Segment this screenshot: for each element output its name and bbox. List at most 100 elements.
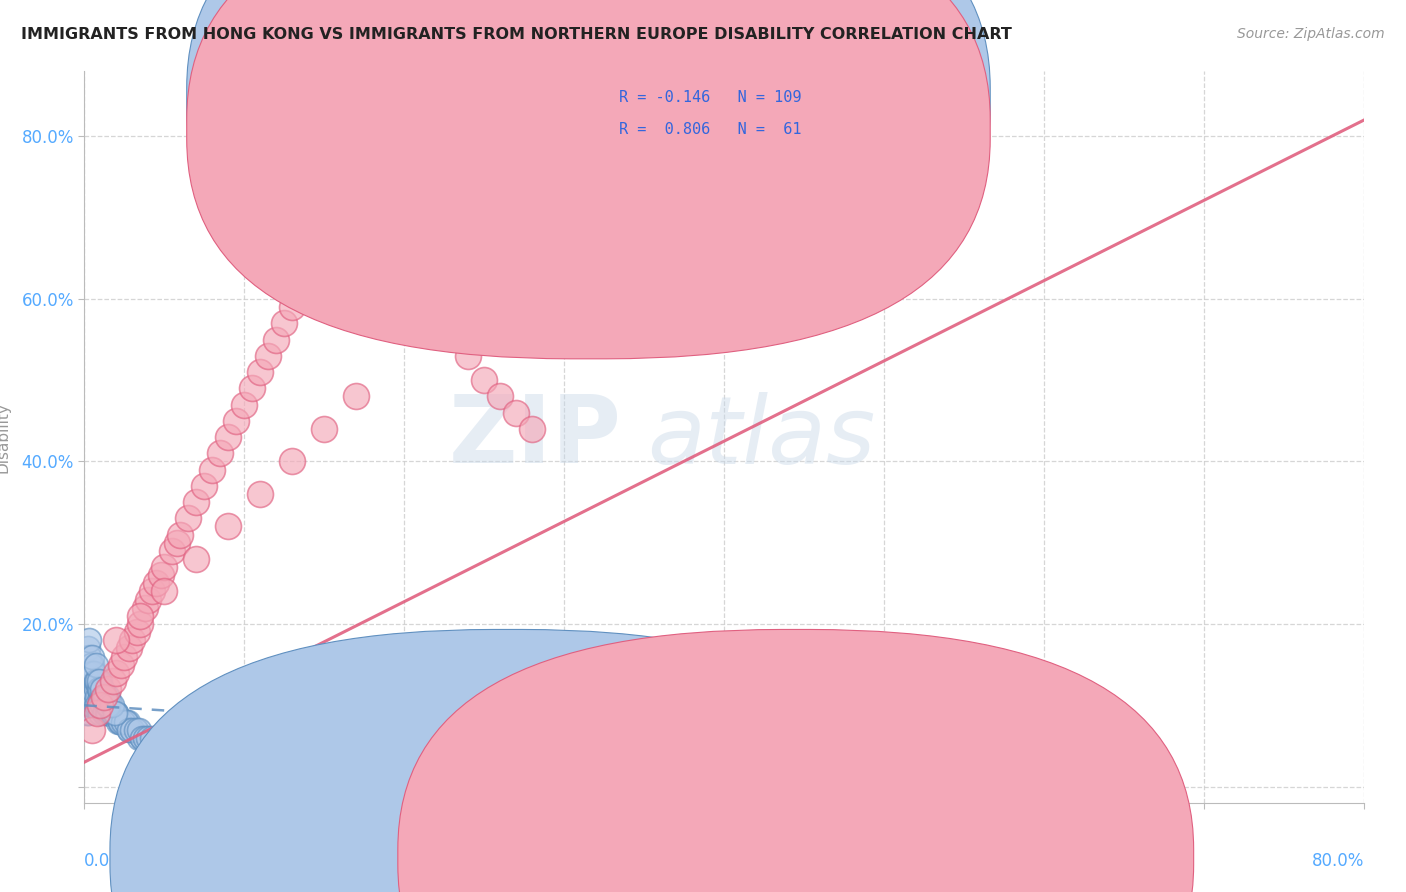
Point — [83, 690, 105, 705]
Point — [177, 747, 200, 761]
Point — [134, 731, 156, 745]
Point — [193, 747, 215, 761]
Point — [101, 706, 124, 721]
Point — [112, 714, 135, 729]
Point — [143, 739, 166, 753]
Point — [82, 698, 104, 713]
Point — [80, 698, 103, 713]
FancyBboxPatch shape — [398, 630, 1194, 892]
Point — [118, 723, 141, 737]
Point — [93, 690, 115, 705]
Point — [121, 633, 143, 648]
Point — [186, 495, 208, 509]
Point — [76, 706, 98, 721]
Point — [91, 690, 114, 705]
Point — [186, 747, 208, 761]
Point — [240, 381, 263, 395]
Point — [86, 698, 108, 713]
Point — [77, 633, 100, 648]
Point — [111, 714, 134, 729]
Point — [201, 462, 224, 476]
Point — [138, 731, 160, 745]
Point — [80, 657, 103, 672]
Point — [105, 706, 128, 721]
Point — [233, 398, 256, 412]
Point — [264, 333, 288, 347]
Point — [101, 673, 124, 688]
Point — [89, 681, 111, 696]
Point — [80, 673, 103, 688]
Point — [89, 698, 111, 713]
Point — [290, 284, 312, 298]
Text: 0.0%: 0.0% — [84, 852, 127, 870]
Point — [127, 625, 149, 640]
Point — [115, 714, 138, 729]
Point — [457, 349, 479, 363]
Point — [257, 349, 280, 363]
Point — [76, 665, 98, 680]
Point — [82, 665, 104, 680]
Point — [77, 673, 100, 688]
Point — [111, 714, 134, 729]
Point — [217, 519, 239, 533]
Text: R =  0.806   N =  61: R = 0.806 N = 61 — [619, 121, 801, 136]
Point — [84, 673, 107, 688]
Point — [77, 698, 100, 713]
Point — [75, 681, 97, 696]
Text: Immigrants from Hong Kong: Immigrants from Hong Kong — [531, 848, 748, 863]
Point — [177, 511, 200, 525]
Point — [281, 300, 304, 314]
Point — [169, 747, 191, 761]
Point — [150, 568, 173, 582]
Point — [110, 714, 132, 729]
Point — [281, 454, 304, 468]
Point — [96, 690, 118, 705]
Point — [249, 365, 271, 379]
Point — [93, 690, 115, 705]
Point — [83, 665, 105, 680]
Point — [76, 641, 98, 656]
Point — [138, 731, 160, 745]
Point — [97, 706, 120, 721]
Point — [128, 723, 150, 737]
Point — [314, 235, 336, 249]
Point — [124, 723, 146, 737]
Point — [522, 422, 544, 436]
Point — [186, 552, 208, 566]
Point — [104, 706, 127, 721]
Point — [82, 657, 104, 672]
Point — [128, 731, 150, 745]
Point — [80, 690, 103, 705]
Point — [86, 690, 108, 705]
Point — [107, 714, 129, 729]
Point — [105, 665, 128, 680]
Point — [89, 673, 111, 688]
Point — [115, 714, 138, 729]
Point — [314, 422, 336, 436]
Point — [110, 657, 132, 672]
Point — [94, 706, 117, 721]
Point — [94, 690, 117, 705]
Point — [97, 690, 120, 705]
Point — [153, 739, 176, 753]
Point — [209, 446, 232, 460]
Point — [98, 698, 121, 713]
Point — [89, 690, 111, 705]
Point — [108, 714, 131, 729]
Point — [86, 673, 108, 688]
Point — [82, 723, 104, 737]
Point — [97, 698, 120, 713]
Text: Immigrants from Northern Europe: Immigrants from Northern Europe — [820, 848, 1080, 863]
FancyBboxPatch shape — [187, 0, 990, 359]
Point — [97, 681, 120, 696]
Point — [377, 227, 399, 241]
Point — [129, 608, 152, 623]
Text: ZIP: ZIP — [449, 391, 621, 483]
Point — [75, 706, 97, 721]
Point — [87, 698, 110, 713]
Point — [93, 690, 115, 705]
Point — [80, 665, 103, 680]
Point — [297, 268, 319, 282]
Point — [201, 747, 224, 761]
Point — [82, 673, 104, 688]
